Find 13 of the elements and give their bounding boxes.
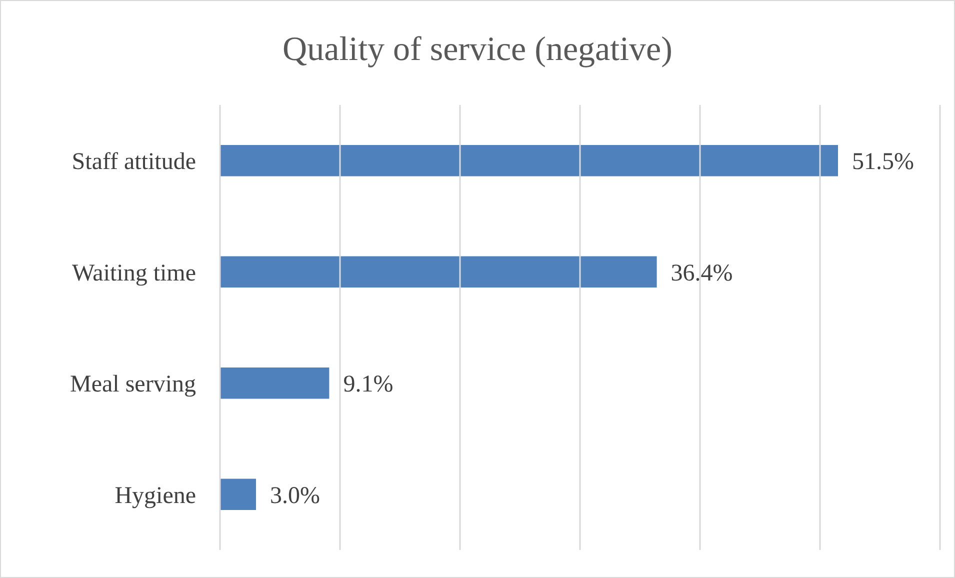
bar	[220, 368, 330, 399]
data-label: 51.5%	[852, 149, 914, 176]
data-label: 36.4%	[670, 260, 733, 286]
y-tick-label: Hygiene	[114, 482, 196, 509]
bar	[220, 478, 256, 510]
bar	[220, 256, 657, 288]
bar	[220, 145, 838, 176]
y-tick-label: Meal serving	[70, 372, 196, 398]
y-tick-label: Staff attitude	[72, 149, 196, 176]
data-label: 9.1%	[343, 372, 394, 398]
data-label: 3.0%	[270, 482, 320, 509]
chart-title: Quality of service (negative)	[282, 31, 674, 69]
y-tick-label: Waiting time	[72, 260, 196, 286]
